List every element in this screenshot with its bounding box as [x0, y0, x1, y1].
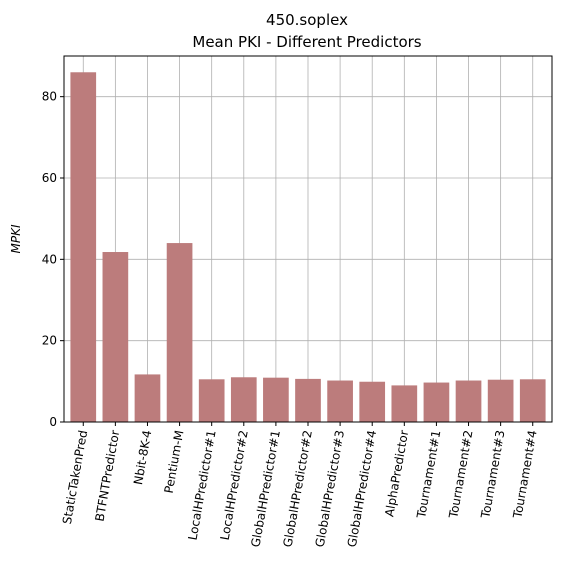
- x-tick-label: LocalHPredictor#1: [186, 429, 219, 541]
- x-tick-label: Tournament#4: [510, 429, 539, 520]
- y-tick-label: 60: [42, 171, 57, 185]
- x-tick-label: GlobalHPredictor#4: [345, 429, 379, 548]
- x-tick-label: GlobalHPredictor#3: [313, 429, 347, 548]
- x-tick-label: BTFNTPredictor: [92, 429, 122, 522]
- y-tick-label: 20: [42, 334, 57, 348]
- y-axis-label: MPKI: [9, 224, 23, 253]
- bar: [455, 380, 482, 422]
- y-tick-label: 40: [42, 252, 57, 266]
- x-tick-label: AlphaPredictor: [382, 429, 411, 518]
- y-tick-layer: 0 20 40 60 80: [42, 90, 64, 429]
- bar: [359, 381, 386, 422]
- x-tick-label: Tournament#1: [414, 429, 443, 520]
- y-tick-label: 0: [49, 415, 57, 429]
- y-tick-label: 80: [42, 90, 57, 104]
- x-tick-label: Nbit-8K-4: [131, 429, 154, 486]
- x-tick-label: Tournament#3: [478, 429, 507, 520]
- bar: [70, 72, 97, 423]
- bar: [487, 379, 514, 422]
- x-tick-label: LocalHPredictor#2: [218, 429, 251, 541]
- bar-layer: [70, 72, 546, 423]
- x-tick-label: GlobalHPredictor#2: [281, 429, 315, 548]
- x-tick-label: GlobalHPredictor#1: [248, 429, 282, 548]
- bar: [423, 382, 450, 422]
- bar: [166, 243, 193, 422]
- x-tick-label: Tournament#2: [446, 429, 475, 520]
- bar: [327, 380, 353, 422]
- bar: [519, 379, 546, 422]
- bar: [134, 374, 161, 422]
- bar: [295, 378, 321, 422]
- bar: [198, 379, 225, 422]
- bar: [102, 252, 129, 422]
- chart-subtitle: Mean PKI - Different Predictors: [192, 33, 421, 51]
- chart-title: 450.soplex: [266, 11, 348, 29]
- bar: [391, 385, 418, 422]
- bar: [230, 377, 257, 422]
- x-tick-layer: StaticTakenPred BTFNTPredictor Nbit-8K-4 Pe…: [60, 422, 540, 548]
- bar: [263, 377, 289, 422]
- x-tick-label: Pentium-M: [162, 429, 187, 494]
- grid-layer: [64, 56, 552, 423]
- x-tick-label: StaticTakenPred: [60, 429, 90, 525]
